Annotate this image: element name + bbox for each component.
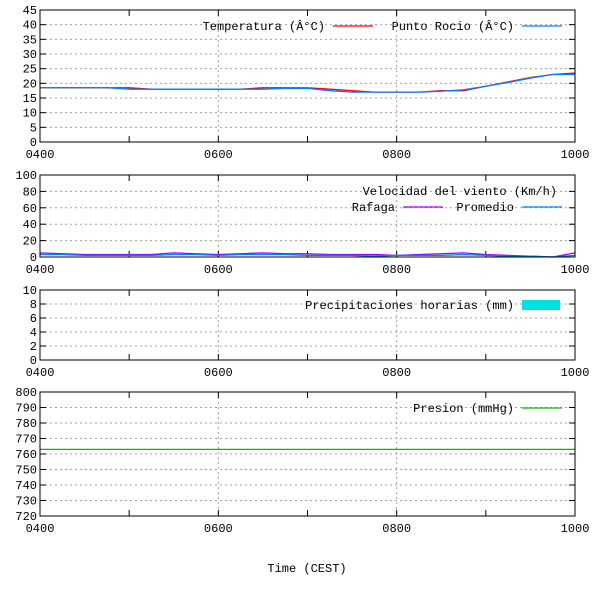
legend-label: Presion (mmHg)	[413, 402, 514, 416]
plot-border	[39, 391, 576, 517]
x-tick-label: 0600	[204, 263, 233, 277]
x-tick-label: 0800	[382, 522, 411, 536]
y-tick-label: 800	[15, 386, 37, 400]
y-tick-label: 10	[23, 284, 37, 298]
series-line-0	[40, 72, 576, 93]
x-tick-label: 0600	[204, 148, 233, 162]
x-tick-label: 0400	[26, 148, 55, 162]
y-tick-label: 740	[15, 479, 37, 493]
y-tick-label: 4	[30, 326, 37, 340]
y-tick-label: 25	[23, 63, 37, 77]
x-tick-label: 1000	[561, 263, 590, 277]
y-tick-label: 45	[23, 4, 37, 18]
y-tick-label: 0	[30, 354, 37, 368]
x-tick-label: 1000	[561, 522, 590, 536]
y-tick-label: 0	[30, 136, 37, 150]
y-tick-label: 6	[30, 312, 37, 326]
y-tick-label: 770	[15, 433, 37, 447]
legend-label: Promedio	[456, 201, 514, 215]
y-tick-label: 80	[23, 185, 37, 199]
legend-label: Rafaga	[352, 201, 395, 215]
series-line-1	[40, 73, 575, 93]
x-tick-label: 0800	[382, 148, 411, 162]
y-tick-label: 720	[15, 510, 37, 524]
y-tick-label: 15	[23, 92, 37, 106]
plot-border	[39, 174, 576, 258]
plot-border	[39, 9, 576, 143]
y-tick-label: 20	[23, 235, 37, 249]
y-tick-label: 790	[15, 402, 37, 416]
plot-border	[39, 289, 576, 361]
legend-label: Precipitaciones horarias (mm)	[305, 299, 514, 313]
series-line-1	[40, 253, 576, 258]
x-tick-label: 1000	[561, 148, 590, 162]
x-tick-label: 0600	[204, 522, 233, 536]
x-tick-label: 0400	[26, 522, 55, 536]
legend-title: Velocidad del viento (Km/h)	[363, 185, 557, 199]
y-tick-label: 10	[23, 107, 37, 121]
y-tick-label: 5	[30, 121, 37, 135]
series-line-0	[39, 252, 576, 258]
y-tick-label: 60	[23, 202, 37, 216]
y-tick-label: 35	[23, 33, 37, 47]
y-tick-label: 100	[15, 169, 37, 183]
y-tick-label: 40	[23, 19, 37, 33]
y-tick-label: 40	[23, 218, 37, 232]
x-tick-label: 1000	[561, 366, 590, 380]
y-tick-label: 0	[30, 251, 37, 265]
y-tick-label: 730	[15, 495, 37, 509]
x-tick-label: 0400	[26, 263, 55, 277]
x-tick-label: 0600	[204, 366, 233, 380]
y-tick-label: 780	[15, 417, 37, 431]
legend-swatch	[522, 300, 560, 310]
legend-label: Punto Rocio (Â°C)	[392, 19, 514, 34]
x-axis-label: Time (CEST)	[267, 562, 346, 576]
y-tick-label: 30	[23, 48, 37, 62]
legend-label: Temperatura (Â°C)	[203, 19, 325, 34]
panel-1: 0 20 40 60 80 100 0400 0600 0800 1000 Rafaga Promed…	[15, 169, 589, 277]
x-tick-label: 0400	[26, 366, 55, 380]
x-tick-label: 0800	[382, 263, 411, 277]
y-tick-label: 8	[30, 298, 37, 312]
y-tick-label: 760	[15, 448, 37, 462]
x-tick-label: 0800	[382, 366, 411, 380]
y-tick-label: 2	[30, 340, 37, 354]
y-tick-label: 750	[15, 464, 37, 478]
y-tick-label: 20	[23, 77, 37, 91]
